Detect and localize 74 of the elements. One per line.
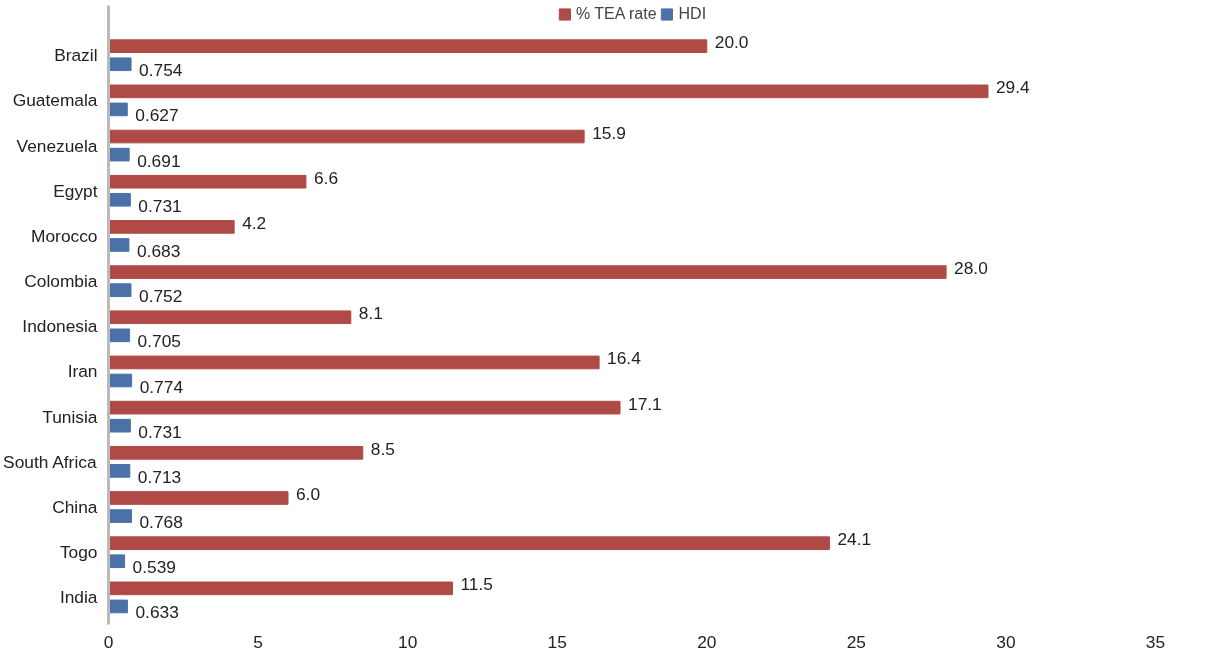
bar: [108, 445, 364, 460]
y-tick-label: Tunisia: [42, 406, 98, 427]
legend-label: % TEA rate: [575, 5, 657, 23]
bar: [108, 536, 830, 550]
bar: [108, 581, 454, 596]
bar: [108, 418, 131, 433]
x-tick-label: 30: [996, 631, 1016, 652]
bar: [108, 310, 352, 325]
data-label: 0.774: [139, 376, 184, 397]
data-label: 0.691: [137, 150, 181, 171]
data-label: 15.9: [592, 122, 626, 143]
bar: [108, 238, 130, 252]
data-label: 0.713: [137, 466, 182, 487]
data-label: 0.754: [139, 60, 183, 81]
x-tick-label: 25: [846, 631, 866, 652]
bar: [108, 102, 128, 117]
bar: [108, 328, 131, 343]
data-label: 0.731: [138, 421, 182, 442]
y-tick-label: Brazil: [54, 45, 98, 66]
y-tick-label: Colombia: [24, 271, 98, 292]
data-label: 8.1: [358, 303, 383, 324]
data-label: 24.1: [837, 529, 872, 550]
bar: [108, 283, 132, 297]
bar: [108, 554, 126, 569]
y-tick-label: Togo: [59, 542, 98, 563]
data-label: 4.2: [242, 212, 267, 233]
y-tick-label: China: [52, 497, 98, 518]
data-label: 28.0: [954, 258, 988, 279]
data-label: 29.4: [995, 77, 1031, 98]
data-label: 0.768: [139, 512, 183, 533]
y-tick-label: Morocco: [31, 225, 98, 246]
data-label: 8.5: [370, 438, 395, 459]
x-tick-label: 35: [1145, 631, 1166, 652]
x-tick-label: 0: [103, 631, 114, 652]
data-label: 0.633: [135, 602, 179, 623]
data-label: 0.539: [132, 557, 176, 578]
data-label: 0.752: [139, 286, 183, 307]
data-label: 20.0: [714, 32, 749, 53]
y-tick-label: South Africa: [3, 451, 97, 472]
y-tick-label: India: [59, 587, 98, 608]
bar: [108, 464, 131, 478]
bar: [108, 509, 132, 523]
bar: [108, 491, 289, 505]
data-label: 16.4: [607, 348, 642, 369]
y-tick-label: Indonesia: [22, 316, 98, 337]
legend-label: HDI: [678, 5, 707, 23]
x-tick-label: 10: [398, 631, 418, 652]
x-tick-label: 5: [253, 631, 263, 652]
bar: [108, 355, 600, 370]
bar: [108, 220, 235, 234]
data-label: 6.0: [295, 483, 321, 504]
y-tick-label: Guatemala: [12, 90, 98, 111]
y-tick-label: Venezuela: [16, 135, 98, 156]
data-label: 0.705: [137, 331, 181, 352]
y-tick-label: Egypt: [53, 180, 98, 201]
bar: [108, 599, 128, 614]
bar: [108, 265, 947, 279]
bar: [108, 400, 621, 415]
x-tick-label: 20: [697, 631, 717, 652]
data-label: 11.5: [460, 574, 493, 595]
bar: [108, 57, 132, 72]
bar: [108, 192, 131, 207]
bar: [108, 39, 708, 53]
data-label: 0.683: [136, 240, 181, 261]
bar: [108, 174, 307, 189]
data-label: 0.731: [138, 195, 182, 216]
bar: [108, 84, 989, 99]
data-label: 0.627: [135, 105, 179, 126]
bar: [108, 147, 130, 162]
y-tick-label: Iran: [67, 361, 98, 382]
data-label: 6.6: [313, 167, 339, 188]
bar: [108, 129, 585, 144]
data-label: 17.1: [628, 393, 662, 414]
x-tick-label: 15: [547, 631, 567, 652]
